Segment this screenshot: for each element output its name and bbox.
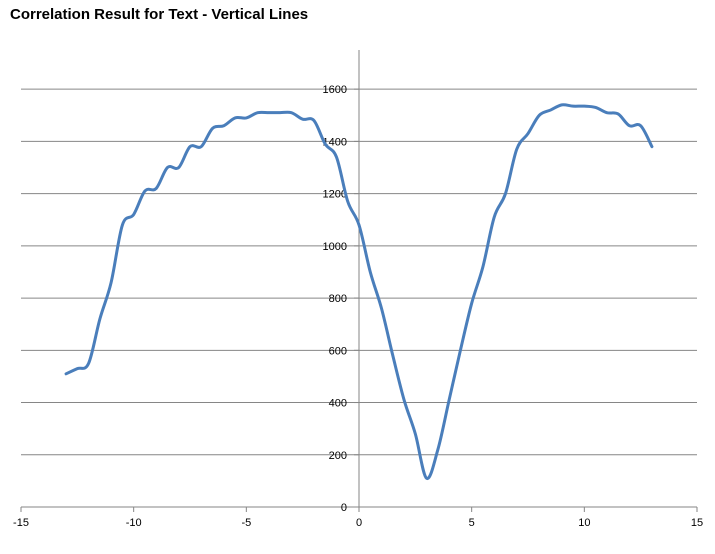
x-tick-label: -5 xyxy=(241,517,251,529)
y-tick-label: 200 xyxy=(329,450,347,462)
x-tick-label: 10 xyxy=(578,517,590,529)
chart-title: Correlation Result for Text - Vertical L… xyxy=(10,6,309,23)
y-tick-label: 400 xyxy=(329,398,347,410)
y-tick-label: 800 xyxy=(329,293,347,305)
y-tick-label: 1200 xyxy=(323,189,347,201)
y-tick-label: 1600 xyxy=(323,84,347,96)
series-line-1 xyxy=(64,103,654,480)
axes xyxy=(20,50,698,512)
x-tick-label: -10 xyxy=(126,517,142,529)
x-tick-label: 5 xyxy=(469,517,475,529)
y-tick-label: 600 xyxy=(329,345,347,357)
x-tick-label: 15 xyxy=(691,517,703,529)
series-group xyxy=(64,103,654,480)
y-tick-label: 1000 xyxy=(323,241,347,253)
y-tick-labels: 0 200 400 600 800 1000 1200 1400 1600 xyxy=(323,84,347,514)
y-tick-label: 0 xyxy=(341,502,347,514)
y-tick-label: 1400 xyxy=(323,136,347,148)
x-tick-labels: -15 -10 -5 0 5 10 15 xyxy=(13,517,703,529)
x-tick-label: -15 xyxy=(13,517,29,529)
x-tick-label: 0 xyxy=(356,517,362,529)
